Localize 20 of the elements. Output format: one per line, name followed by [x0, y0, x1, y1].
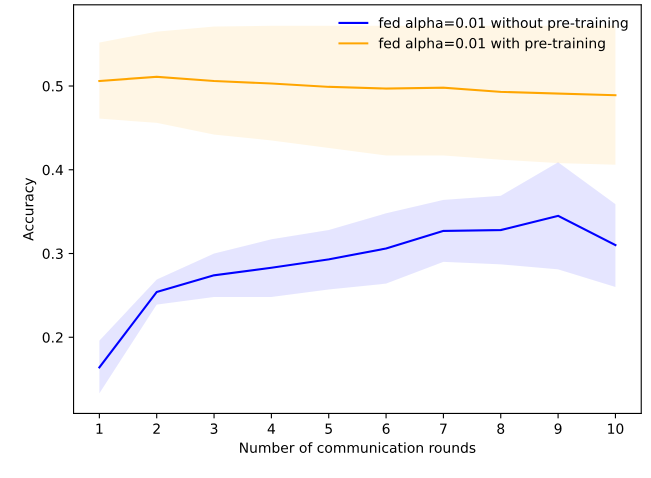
- y-tick-label: 0.3: [42, 248, 63, 259]
- x-tick-label: 4: [268, 424, 276, 434]
- x-tick-label: 9: [554, 423, 562, 434]
- x-tick-label: 2: [153, 423, 160, 434]
- y-tick-label: 0.5: [42, 80, 63, 92]
- x-tick-label: 1: [96, 424, 102, 434]
- x-tick-label: 10: [608, 423, 624, 434]
- x-tick-label: 7: [440, 424, 447, 434]
- line-series: [98, 76, 616, 96]
- x-tick-label: 5: [325, 424, 332, 434]
- x-tick-label: 6: [382, 423, 390, 434]
- x-axis-title: Number of communication rounds: [240, 442, 476, 453]
- y-tick-label: 0.4: [42, 164, 64, 176]
- x-tick-label: 8: [497, 423, 504, 434]
- y-tick-label: 0.2: [42, 332, 62, 343]
- x-tick-label: 3: [210, 423, 218, 434]
- legend-label: fed alpha=0.01 with pre-training: [378, 38, 605, 52]
- legend-label: fed alpha=0.01 without pre-training: [378, 17, 628, 31]
- y-axis-title: Accuracy: [23, 178, 36, 241]
- line-series: [98, 214, 616, 368]
